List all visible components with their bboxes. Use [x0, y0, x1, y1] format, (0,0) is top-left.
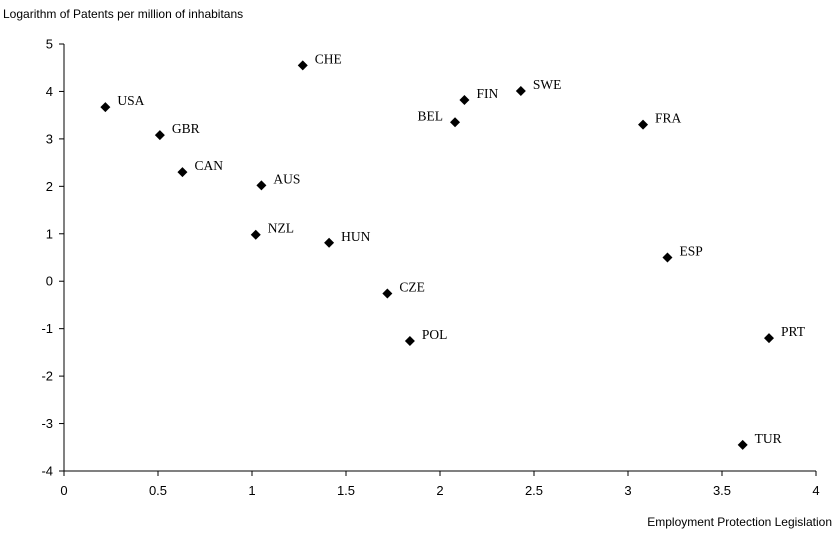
y-tick-label: -3	[41, 416, 53, 431]
point-label: CZE	[399, 280, 425, 295]
point-label: SWE	[533, 77, 562, 92]
point-label: POL	[422, 327, 448, 342]
point-label: FRA	[655, 111, 682, 126]
data-point-fin: FIN	[459, 86, 498, 105]
point-label: GBR	[172, 121, 200, 136]
x-tick-label: 1	[248, 483, 255, 498]
point-label: BEL	[418, 108, 444, 123]
y-tick-label: -2	[41, 369, 53, 384]
data-point-prt: PRT	[764, 324, 806, 344]
x-tick-label: 3	[624, 483, 631, 498]
diamond-marker	[154, 130, 165, 141]
data-point-bel: BEL	[418, 108, 461, 128]
data-points: USA GBR CAN AUS CHE NZL HUN CZE POL BEL FIN SWE FRA E…	[100, 51, 806, 450]
x-axis-title: Employment Protection Legislation	[647, 515, 832, 529]
y-tick-label: 0	[46, 274, 53, 289]
data-point-aus: AUS	[256, 171, 300, 191]
data-point-hun: HUN	[324, 229, 371, 248]
data-point-nzl: NZL	[250, 221, 294, 240]
diamond-marker	[256, 180, 267, 191]
x-tick-label: 0.5	[149, 483, 167, 498]
diamond-marker	[250, 229, 261, 240]
point-label: NZL	[268, 221, 294, 236]
diamond-marker	[764, 333, 774, 344]
diamond-marker	[404, 336, 415, 347]
point-label: TUR	[755, 431, 782, 446]
diamond-marker	[662, 252, 673, 263]
data-point-fra: FRA	[638, 111, 682, 130]
diamond-marker	[638, 119, 649, 130]
y-tick-label: -4	[41, 464, 53, 479]
data-point-swe: SWE	[515, 77, 562, 96]
data-point-can: CAN	[177, 158, 223, 178]
y-tick-label: 2	[46, 179, 53, 194]
point-label: FIN	[476, 86, 498, 101]
point-label: HUN	[341, 229, 370, 244]
y-tick-label: 3	[46, 131, 53, 146]
x-tick-label: 2.5	[525, 483, 543, 498]
data-point-esp: ESP	[662, 244, 703, 263]
diamond-marker	[515, 85, 526, 96]
point-label: AUS	[273, 171, 300, 186]
point-label: USA	[117, 93, 144, 108]
y-axis-ticks: 5 4 3 2 1 0 -1 -2 -3 -4	[41, 37, 64, 479]
diamond-marker	[100, 102, 111, 113]
x-tick-label: 4	[812, 483, 819, 498]
data-point-cze: CZE	[382, 280, 425, 299]
y-tick-label: -1	[41, 321, 53, 336]
diamond-marker	[382, 288, 393, 299]
point-label: PRT	[781, 324, 806, 339]
data-point-pol: POL	[404, 327, 448, 347]
x-tick-label: 3.5	[713, 483, 731, 498]
x-tick-label: 1.5	[337, 483, 355, 498]
diamond-marker	[297, 60, 308, 71]
x-tick-label: 2	[436, 483, 443, 498]
x-axis-ticks: 0 0.5 1 1.5 2 2.5 3 3.5 4	[60, 471, 820, 498]
diamond-marker	[324, 237, 335, 248]
y-tick-label: 1	[46, 226, 53, 241]
data-point-gbr: GBR	[154, 121, 200, 141]
point-label: CAN	[194, 158, 223, 173]
y-axis-title: Logarithm of Patents per million of inha…	[3, 7, 243, 21]
diamond-marker	[450, 117, 461, 128]
y-tick-label: 4	[46, 84, 53, 99]
data-point-che: CHE	[297, 51, 342, 71]
x-tick-label: 0	[60, 483, 67, 498]
point-label: CHE	[315, 51, 342, 66]
point-label: ESP	[679, 244, 702, 259]
data-point-tur: TUR	[737, 431, 782, 450]
data-point-usa: USA	[100, 93, 145, 113]
diamond-marker	[459, 94, 470, 105]
diamond-marker	[737, 439, 748, 450]
diamond-marker	[177, 167, 188, 178]
y-tick-label: 5	[46, 37, 53, 52]
